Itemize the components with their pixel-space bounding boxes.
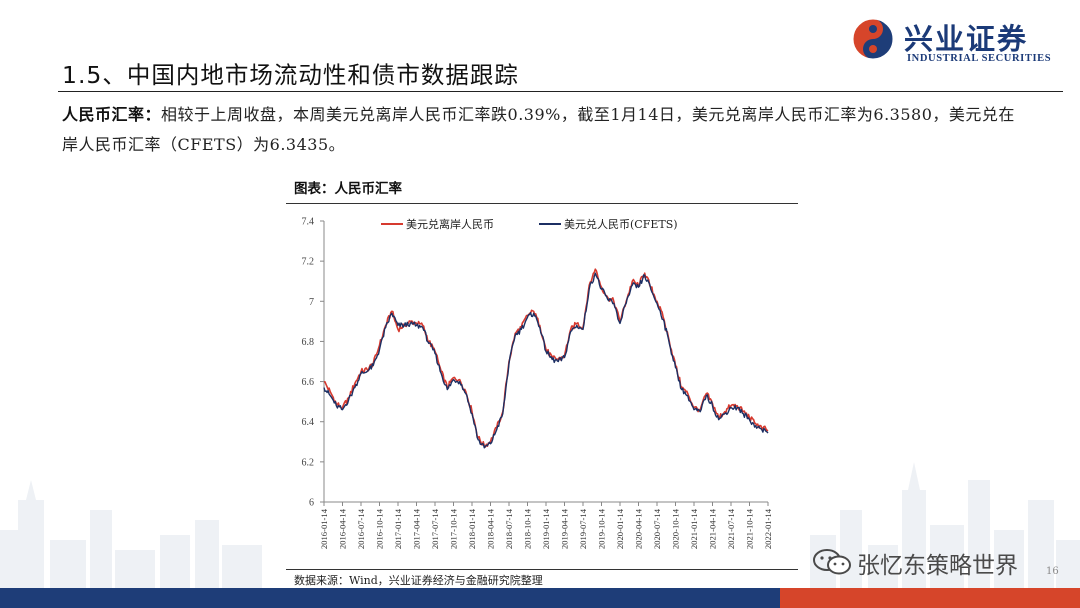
- y-tick-label: 6.8: [302, 337, 315, 348]
- chart-top-rule: [286, 203, 798, 204]
- x-tick-label: 2018-07-14: [504, 508, 514, 549]
- x-tick-label: 2019-07-14: [578, 508, 588, 549]
- x-tick-label: 2016-01-14: [319, 508, 329, 549]
- summary-label: 人民币汇率：: [62, 105, 162, 124]
- watermark-text: 张忆东策略世界: [857, 553, 1018, 579]
- x-tick-label: 2017-07-14: [430, 508, 440, 549]
- wechat-watermark: 张忆东策略世界: [812, 545, 1052, 579]
- x-tick-label: 2017-01-14: [393, 508, 403, 549]
- x-tick-label: 2020-07-14: [652, 508, 662, 549]
- x-tick-label: 2021-01-14: [689, 508, 699, 549]
- logo-emblem-icon: [852, 18, 894, 60]
- x-tick-label: 2016-10-14: [375, 508, 385, 549]
- x-tick-label: 2020-10-14: [671, 508, 681, 549]
- y-tick-label: 6.6: [302, 377, 315, 388]
- x-tick-label: 2021-07-14: [726, 508, 736, 549]
- x-tick-label: 2019-01-14: [541, 508, 551, 549]
- x-tick-label: 2016-04-14: [338, 508, 348, 549]
- series-line-onshore: [323, 272, 769, 449]
- series-line-offshore: [323, 268, 769, 448]
- x-tick-label: 2022-01-14: [763, 508, 773, 549]
- title-divider: [58, 91, 1063, 92]
- x-tick-label: 2016-07-14: [356, 508, 366, 549]
- page-number: 16: [1046, 566, 1059, 577]
- legend-label: 美元兑离岸人民币: [406, 217, 494, 231]
- x-tick-label: 2019-10-14: [597, 508, 607, 549]
- logo-chinese-name: 兴业证券: [904, 22, 1029, 56]
- footer-bar-blue: [0, 588, 780, 608]
- legend-label: 美元兑人民币(CFETS): [564, 217, 678, 231]
- x-tick-label: 2020-01-14: [615, 508, 625, 549]
- chart-bottom-rule: [286, 569, 798, 570]
- footer-bar-red: [780, 588, 1080, 608]
- chart-title: 图表：人民币汇率: [294, 181, 402, 197]
- x-tick-label: 2018-04-14: [486, 508, 496, 549]
- x-tick-label: 2017-10-14: [449, 508, 459, 549]
- summary-text: 相较于上周收盘，本周美元兑离岸人民币汇率跌0.39%，截至1月14日，美元兑离岸…: [62, 105, 1015, 154]
- data-source-note: 数据来源：Wind，兴业证券经济与金融研究院整理: [294, 574, 543, 587]
- x-tick-label: 2019-04-14: [560, 508, 570, 549]
- y-tick-label: 7.4: [302, 217, 315, 228]
- x-tick-label: 2021-04-14: [708, 508, 718, 549]
- x-tick-label: 2018-10-14: [523, 508, 533, 549]
- y-tick-label: 7: [309, 297, 314, 308]
- exchange-rate-chart: 6 6.2 6.4 6.6 6.8 7 7.2 7.4 2016-01-14 2016-04-14…: [302, 217, 774, 550]
- summary-paragraph: 人民币汇率：相较于上周收盘，本周美元兑离岸人民币汇率跌0.39%，截至1月14日…: [62, 100, 1022, 160]
- y-tick-label: 6.2: [302, 457, 315, 468]
- y-tick-label: 6: [309, 498, 314, 509]
- y-tick-label: 6.4: [302, 417, 315, 428]
- page-title: 1.5、中国内地市场流动性和债市数据跟踪: [62, 61, 519, 89]
- y-tick-label: 7.2: [302, 257, 315, 268]
- x-tick-label: 2017-04-14: [412, 508, 422, 549]
- x-tick-label: 2021-10-14: [745, 508, 755, 549]
- logo-english-name: INDUSTRIAL SECURITIES: [907, 53, 1052, 64]
- x-tick-label: 2018-01-14: [467, 508, 477, 549]
- x-tick-label: 2020-04-14: [634, 508, 644, 549]
- wechat-icon: [813, 549, 851, 575]
- company-logo: 兴业证券 INDUSTRIAL SECURITIES: [852, 14, 1067, 66]
